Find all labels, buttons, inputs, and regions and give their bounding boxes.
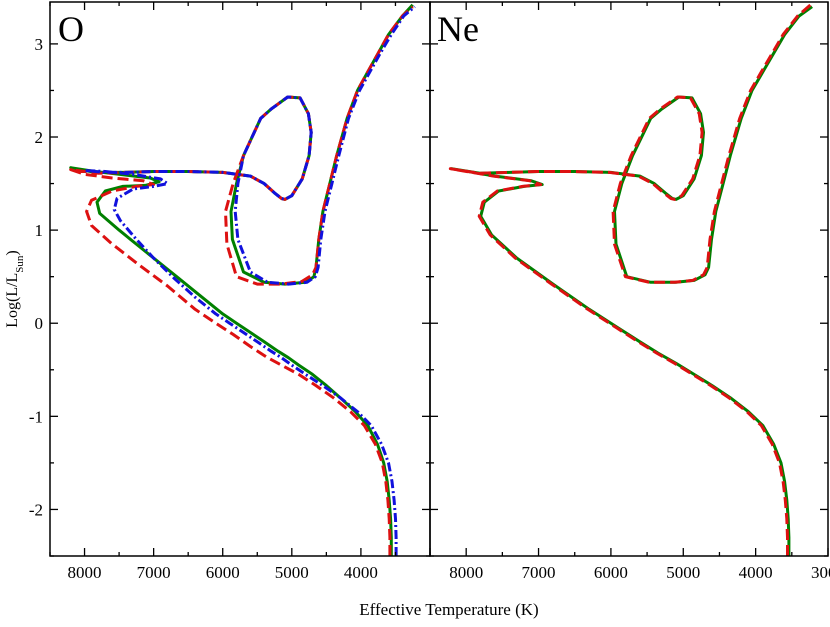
series-line-solid xyxy=(450,5,813,556)
x-tick-label: 3000 xyxy=(811,563,830,582)
x-tick-label: 8000 xyxy=(449,563,483,582)
y-tick-label: 2 xyxy=(35,128,44,147)
y-tick-label: 0 xyxy=(35,314,44,333)
x-tick-label: 7000 xyxy=(137,563,171,582)
panel-label-ne: Ne xyxy=(437,9,479,49)
plot-frame xyxy=(429,1,829,557)
x-tick-label: 5000 xyxy=(666,563,700,582)
plot-area xyxy=(448,3,813,556)
y-tick-label: -1 xyxy=(29,407,43,426)
y-axis-label-close: ) xyxy=(4,250,21,255)
x-axis-label: Effective Temperature (K) xyxy=(359,600,538,619)
panel-ne: Ne 8000 7000 6000 5000 4000 3000 xyxy=(429,1,830,582)
x-tick-label: 6000 xyxy=(594,563,628,582)
axis-ticks xyxy=(429,2,829,557)
panel-label-o: O xyxy=(58,9,84,49)
x-tick-label: 6000 xyxy=(206,563,240,582)
y-tick-label: -2 xyxy=(29,500,43,519)
y-axis-label-sub: Sun xyxy=(14,255,26,273)
y-axis-label-main: Log(L/L xyxy=(4,273,21,328)
x-tick-label: 7000 xyxy=(522,563,556,582)
panel-o: O 8000 7000 6000 5000 4000 -2 -1 0 1 2 3 xyxy=(29,1,431,582)
y-tick-label: 3 xyxy=(35,35,44,54)
series-line-dashdot xyxy=(83,5,416,556)
y-tick-label: 1 xyxy=(35,221,44,240)
series-line-dashed xyxy=(448,3,812,556)
y-axis-label: Log(L/LSun) xyxy=(4,250,26,328)
x-tick-label: 4000 xyxy=(739,563,773,582)
x-tick-label: 8000 xyxy=(68,563,102,582)
x-tick-label: 4000 xyxy=(344,563,378,582)
x-tick-label: 5000 xyxy=(275,563,309,582)
plot-area xyxy=(69,3,416,556)
